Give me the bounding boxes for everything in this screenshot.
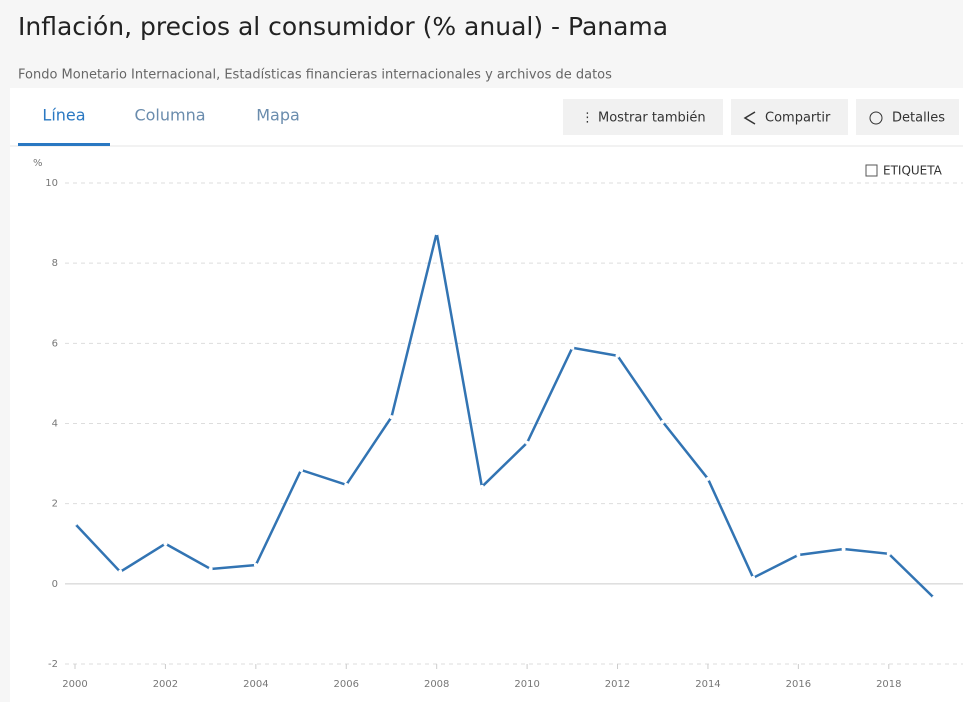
button[interactable] [731,99,848,135]
point [615,353,620,358]
point [841,546,846,551]
point [208,567,213,572]
button-label[interactable]: Mostrar también [598,111,706,126]
y-axis-label: % [33,158,43,169]
button[interactable] [563,99,723,135]
point [751,575,756,580]
point [253,562,258,567]
point [479,484,484,489]
x-tick-label: 2000 [62,679,87,690]
share-icon [743,111,756,125]
subtitle: Fondo Monetario Internacional, Estadísti… [18,68,612,83]
point [886,551,891,556]
y-tick-label: -2 [48,659,58,670]
more-icon: ⋮ [581,111,594,126]
x-tick-label: 2012 [605,679,630,690]
tab-underline [18,143,110,146]
y-tick-label: 6 [52,338,58,349]
point [796,552,801,557]
point [660,419,665,424]
x-tick-label: 2002 [153,679,178,690]
point [932,595,936,600]
info-icon [869,111,883,125]
point [118,569,123,574]
point [705,476,710,481]
card [10,88,963,702]
page-title: Inflación, precios al consumidor (% anua… [18,12,668,41]
x-tick-label: 2016 [786,679,811,690]
point [525,440,530,445]
point [344,482,349,487]
x-tick-label: 2006 [334,679,359,690]
point [299,467,304,472]
button[interactable] [856,99,959,135]
button-label[interactable]: Detalles [892,111,945,126]
x-tick-label: 2004 [243,679,268,690]
x-tick-label: 2010 [514,679,539,690]
checkbox[interactable] [865,164,878,177]
y-tick-label: 4 [52,419,58,430]
x-tick-label: 2014 [695,679,720,690]
y-tick-label: 0 [52,579,58,590]
point [389,415,394,420]
tab[interactable]: Mapa [256,106,300,125]
tab[interactable]: Columna [134,106,205,125]
point [73,521,77,526]
tab[interactable]: Línea [42,106,85,125]
point [163,541,168,546]
y-tick-label: 8 [52,258,58,269]
button-label[interactable]: Compartir [765,111,831,126]
x-tick-label: 2018 [876,679,901,690]
point [570,345,575,350]
checkbox-label[interactable]: ETIQUETA [883,164,943,178]
x-tick-label: 2008 [424,679,449,690]
point [434,231,439,236]
line [74,232,935,599]
y-tick-label: 10 [45,178,58,189]
y-tick-label: 2 [52,499,58,510]
